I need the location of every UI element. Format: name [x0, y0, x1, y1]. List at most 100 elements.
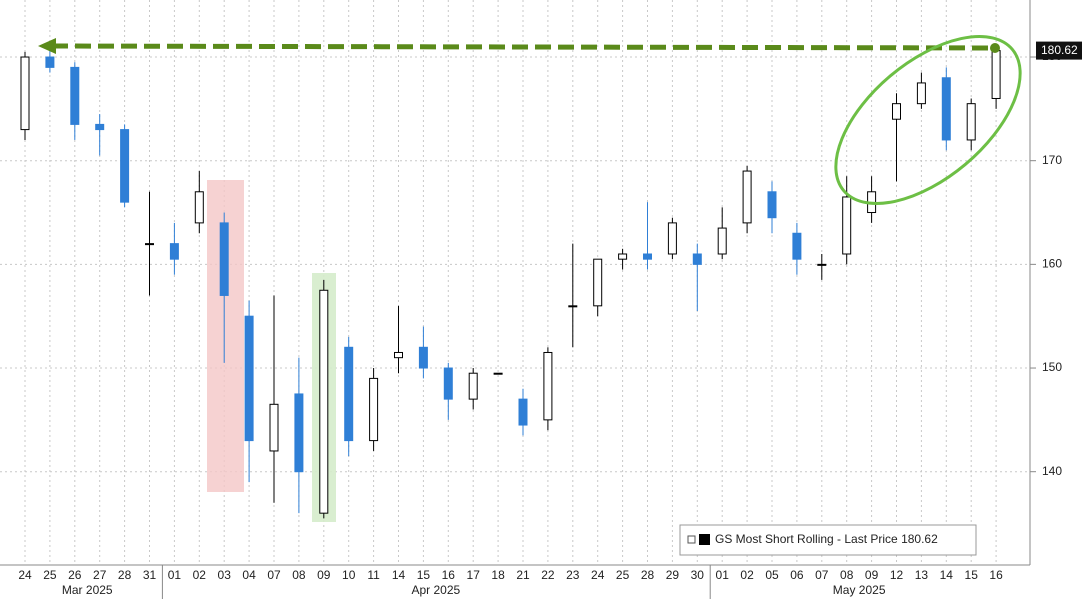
candle-body — [543, 351, 553, 421]
candle-body — [344, 346, 354, 442]
legend-toggle — [687, 535, 696, 544]
candle-body — [518, 398, 528, 426]
candle-body — [643, 253, 652, 260]
axes: 14015016017018024252627283101Mar 2025020… — [18, 41, 1082, 599]
candle-body — [892, 103, 901, 120]
candle-body — [842, 196, 852, 255]
candle-body — [792, 232, 802, 260]
x-tick-label: 18 — [491, 568, 505, 582]
arrow-head — [38, 38, 56, 54]
x-tick-label: 07 — [267, 568, 281, 582]
x-tick-label: 27 — [93, 568, 107, 582]
x-tick-label: 16 — [989, 568, 1003, 582]
candle-body — [418, 346, 428, 369]
legend-swatch — [699, 534, 710, 545]
candle-body — [294, 393, 304, 473]
candle-body — [568, 305, 578, 308]
x-tick-label: 09 — [317, 568, 331, 582]
candle-body — [269, 403, 279, 452]
last-price-box — [1036, 41, 1082, 60]
candle-body — [692, 253, 702, 265]
candle-body — [369, 377, 379, 442]
last-price-label: 180.62 — [1041, 43, 1078, 57]
x-tick-label: 26 — [68, 568, 82, 582]
x-tick-label: 08 — [292, 568, 306, 582]
candle-body — [941, 77, 951, 141]
month-label: Mar 2025 — [62, 583, 113, 597]
x-tick-label: 31 — [143, 568, 157, 582]
x-tick-label: 24 — [18, 568, 32, 582]
candle-body — [468, 372, 478, 400]
y-tick-label: 140 — [1042, 464, 1062, 478]
candle-body — [443, 367, 453, 400]
x-tick-label: 06 — [790, 568, 804, 582]
x-tick-label: 14 — [392, 568, 406, 582]
candle-body — [120, 129, 130, 203]
legend: GS Most Short Rolling - Last Price 180.6… — [679, 524, 977, 556]
legend-name: GS Most Short Rolling - Last Price — [715, 532, 898, 546]
ellipse-annotation — [834, 34, 1022, 206]
x-tick-label: 01 — [168, 568, 182, 582]
candle-body — [593, 258, 603, 307]
x-tick-label: 11 — [367, 568, 380, 582]
x-tick-label: 23 — [566, 568, 580, 582]
x-tick-label: 15 — [417, 568, 431, 582]
x-tick-label: 17 — [467, 568, 481, 582]
x-tick-label: 22 — [541, 568, 555, 582]
y-tick-label: 150 — [1042, 360, 1062, 374]
x-tick-label: 30 — [691, 568, 705, 582]
candle-body — [991, 50, 1001, 99]
x-tick-label: 16 — [442, 568, 456, 582]
x-tick-label: 10 — [342, 568, 356, 582]
x-tick-label: 21 — [516, 568, 530, 582]
x-tick-label: 24 — [591, 568, 605, 582]
y-tick-label: 160 — [1042, 257, 1062, 271]
candle-body — [194, 191, 204, 224]
x-tick-label: 15 — [965, 568, 979, 582]
legend-value: 180.62 — [901, 532, 938, 546]
candle-body — [916, 82, 926, 105]
y-tick-label: 170 — [1042, 153, 1062, 167]
x-tick-label: 28 — [641, 568, 655, 582]
x-tick-label: 13 — [915, 568, 929, 582]
candle-body — [618, 253, 628, 260]
candle-body — [767, 191, 777, 219]
candle-body — [20, 56, 30, 131]
month-label: May 2025 — [833, 583, 886, 597]
candle-body — [319, 289, 329, 514]
x-tick-label: 02 — [740, 568, 754, 582]
candles — [20, 46, 1001, 519]
candle-body — [45, 56, 55, 68]
candle-body — [966, 103, 976, 141]
x-tick-label: 04 — [242, 568, 256, 582]
x-tick-label: 28 — [118, 568, 132, 582]
legend-text: GS Most Short Rolling - Last Price 180.6… — [715, 532, 938, 546]
x-tick-label: 07 — [815, 568, 829, 582]
x-tick-label: 25 — [43, 568, 57, 582]
x-tick-label: 25 — [616, 568, 630, 582]
legend-box — [679, 524, 977, 556]
candle-body — [742, 170, 752, 224]
x-tick-label: 29 — [666, 568, 680, 582]
month-label: Apr 2025 — [411, 583, 460, 597]
candle-body — [667, 222, 677, 255]
x-tick-label: 12 — [890, 568, 904, 582]
x-tick-label: 02 — [193, 568, 207, 582]
x-tick-label: 03 — [218, 568, 232, 582]
arrow-dot — [990, 43, 1000, 53]
candle-body — [219, 222, 229, 296]
x-tick-label: 08 — [840, 568, 854, 582]
arrow-line — [51, 43, 996, 51]
x-tick-label: 01 — [716, 568, 730, 582]
candle-body — [817, 263, 827, 266]
candle-body — [70, 66, 80, 125]
candle-body — [244, 315, 254, 442]
candle-body — [95, 123, 105, 131]
x-tick-label: 09 — [865, 568, 879, 582]
x-tick-label: 05 — [765, 568, 779, 582]
candle-body — [169, 243, 179, 260]
x-tick-label: 14 — [940, 568, 954, 582]
candle-body — [717, 227, 727, 255]
